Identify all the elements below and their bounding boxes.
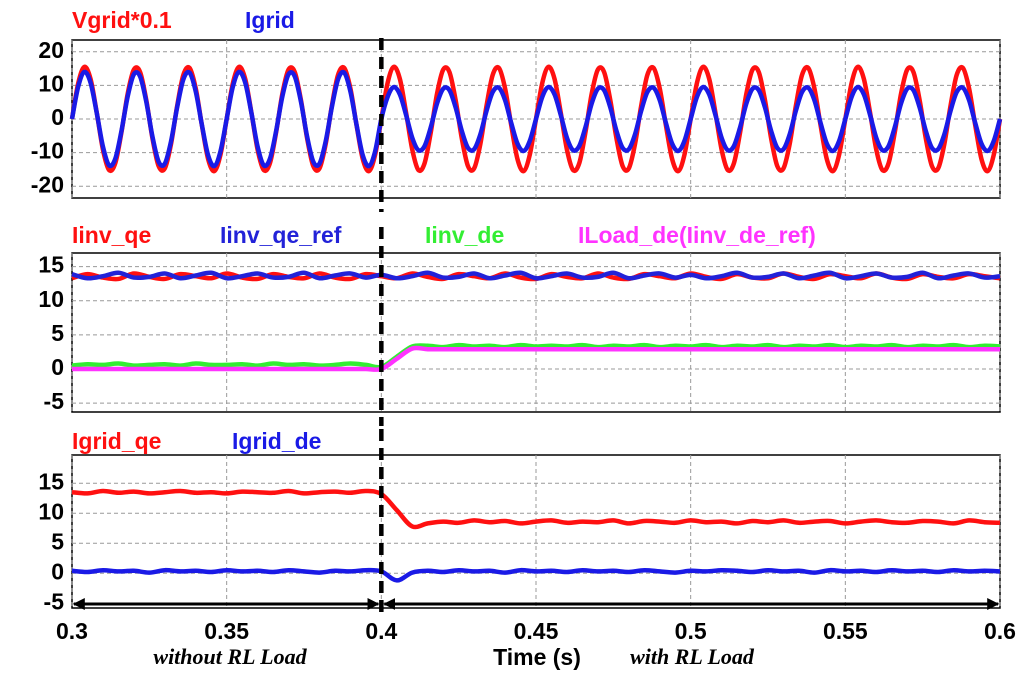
y-tick-label: 15 bbox=[38, 468, 64, 494]
y-tick-label: 10 bbox=[38, 70, 64, 96]
y-tick-label: 10 bbox=[38, 286, 64, 312]
y-tick-label: 0 bbox=[51, 104, 64, 130]
x-tick-label: 0.6 bbox=[984, 618, 1016, 644]
legend-label: Iinv_de bbox=[425, 222, 504, 248]
x-tick-label: 0.4 bbox=[365, 618, 397, 644]
x-axis-label: Time (s) bbox=[493, 644, 581, 670]
y-tick-label: -20 bbox=[31, 171, 64, 197]
series-line bbox=[71, 488, 1001, 530]
series-line bbox=[72, 345, 1000, 373]
series-line bbox=[71, 567, 1001, 583]
y-tick-label: 10 bbox=[38, 498, 64, 524]
y-tick-label: -5 bbox=[44, 388, 65, 414]
legend-label: Iinv_qe_ref bbox=[220, 222, 342, 248]
legend-label: ILoad_de(Iinv_de_ref) bbox=[578, 222, 816, 248]
legend-label: Igrid_qe bbox=[72, 428, 161, 454]
x-tick-label: 0.5 bbox=[675, 618, 707, 644]
y-tick-label: -5 bbox=[44, 588, 65, 614]
y-tick-label: 0 bbox=[51, 558, 64, 584]
series-line bbox=[69, 69, 1003, 169]
annotation: without RL Load bbox=[153, 644, 307, 669]
legend-label: Igrid bbox=[245, 7, 295, 33]
series-line bbox=[71, 270, 1001, 281]
x-tick-label: 0.3 bbox=[56, 618, 88, 644]
y-tick-label: 5 bbox=[51, 320, 64, 346]
annotation: with RL Load bbox=[630, 644, 755, 669]
x-tick-label: 0.45 bbox=[514, 618, 559, 644]
legend-label: Igrid_de bbox=[232, 428, 321, 454]
x-tick-label: 0.55 bbox=[823, 618, 868, 644]
x-tick-label: 0.35 bbox=[204, 618, 249, 644]
legend-label: Iinv_qe bbox=[72, 222, 151, 248]
legend-label: Vgrid*0.1 bbox=[72, 7, 172, 33]
y-tick-label: 0 bbox=[51, 354, 64, 380]
y-tick-label: 15 bbox=[38, 252, 64, 278]
y-tick-label: 20 bbox=[38, 37, 64, 63]
y-tick-label: 5 bbox=[51, 528, 64, 554]
y-tick-label: -10 bbox=[31, 138, 64, 164]
